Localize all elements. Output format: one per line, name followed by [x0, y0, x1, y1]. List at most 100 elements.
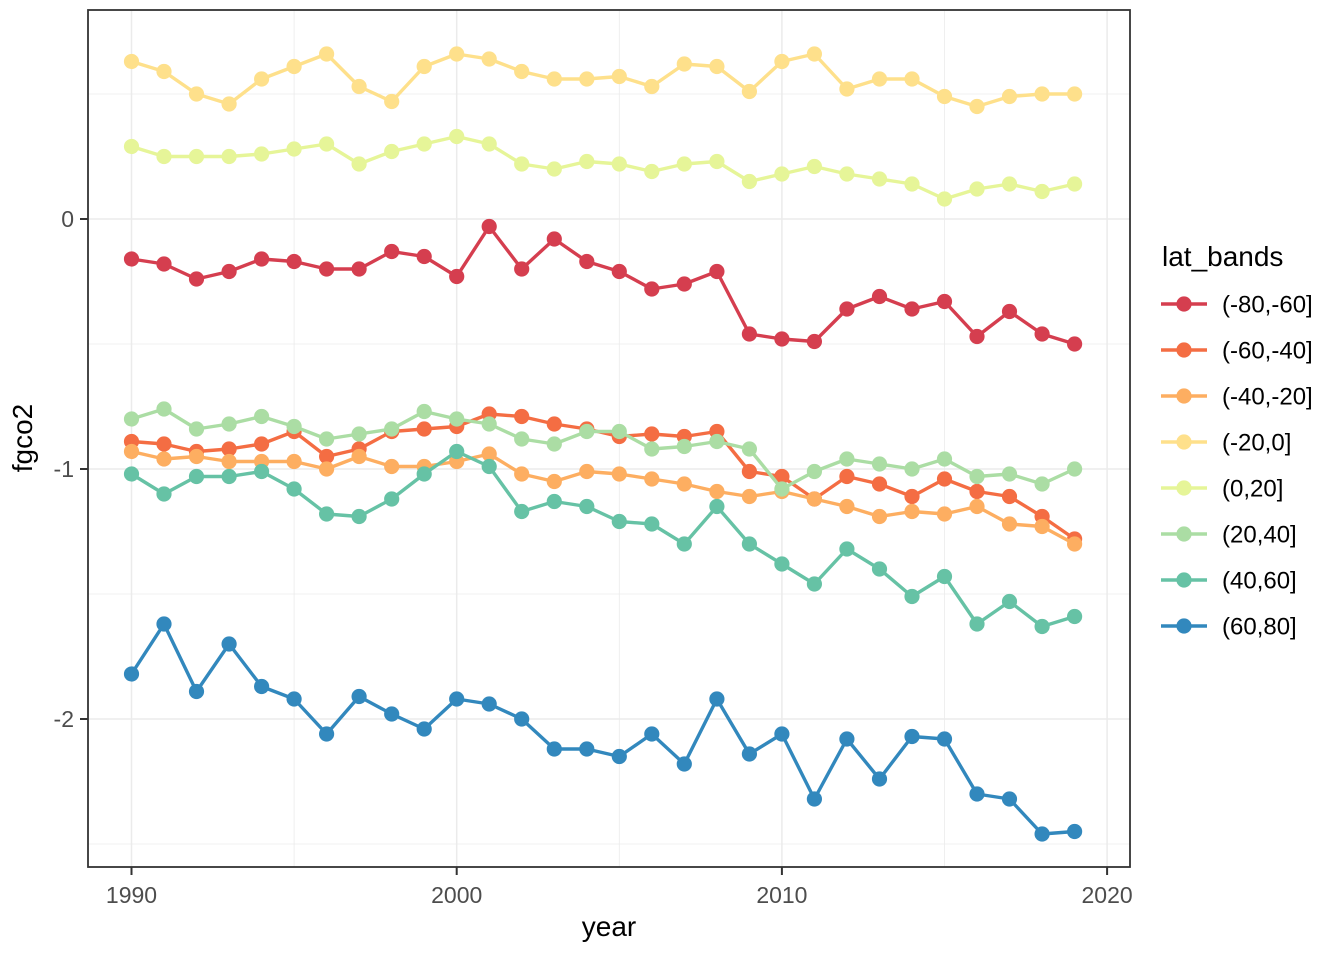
- data-point: [676, 438, 692, 455]
- data-point: [871, 456, 888, 472]
- data-point: [774, 166, 790, 182]
- data-point: [904, 503, 920, 520]
- data-point: [546, 473, 562, 490]
- data-point: [1001, 303, 1018, 320]
- data-point: [546, 71, 562, 87]
- data-point: [123, 251, 140, 267]
- legend-item-label: (-80,-60]: [1222, 292, 1313, 319]
- data-point: [416, 248, 432, 265]
- data-point: [611, 466, 627, 482]
- legend-item-label: (20,40]: [1222, 522, 1297, 549]
- data-point: [286, 481, 302, 497]
- data-point: [741, 536, 758, 552]
- data-point: [1034, 618, 1050, 635]
- legend: lat_bands (-80,-60] (-60,-40] (-40,-20] (-2…: [1161, 241, 1313, 641]
- minor-gridlines: [88, 10, 1130, 867]
- y-tick-label: 0: [61, 206, 74, 232]
- data-point: [319, 506, 335, 522]
- series-group: [123, 46, 1083, 842]
- data-point: [416, 466, 432, 482]
- legend-item-label: (-20,0]: [1222, 430, 1291, 457]
- data-point: [741, 746, 758, 762]
- legend-item: (-80,-60]: [1161, 292, 1313, 319]
- data-point: [188, 683, 205, 700]
- data-point: [871, 561, 888, 577]
- data-point: [384, 421, 400, 437]
- data-point: [611, 263, 627, 280]
- data-point: [709, 263, 725, 280]
- data-point: [1067, 86, 1083, 102]
- legend-item: (60,80]: [1161, 614, 1297, 641]
- data-point: [188, 421, 205, 437]
- data-point: [676, 536, 692, 552]
- data-point: [676, 156, 692, 172]
- data-point: [221, 148, 237, 165]
- data-point: [806, 333, 823, 350]
- data-point: [188, 271, 205, 287]
- axis-ticks: [80, 218, 1109, 875]
- legend-key-point: [1176, 618, 1192, 634]
- legend-item: (0,20]: [1161, 476, 1283, 503]
- data-point: [709, 691, 725, 707]
- legend-key-point: [1176, 526, 1192, 542]
- data-point: [514, 156, 530, 172]
- data-point: [1034, 86, 1050, 102]
- data-point: [188, 86, 205, 102]
- data-point: [481, 446, 497, 462]
- data-point: [676, 476, 692, 492]
- data-point: [286, 141, 302, 157]
- data-point: [1067, 176, 1083, 192]
- y-tick-label: -2: [54, 706, 74, 732]
- data-point: [546, 231, 562, 247]
- x-tick-label: 1990: [106, 882, 157, 908]
- data-point: [611, 513, 627, 530]
- data-point: [806, 46, 823, 62]
- data-point: [1001, 593, 1018, 610]
- data-point: [1034, 326, 1050, 342]
- data-point: [774, 726, 790, 742]
- data-point: [384, 143, 400, 160]
- data-point: [904, 588, 920, 605]
- data-point: [904, 71, 920, 87]
- data-point: [806, 491, 823, 507]
- x-tick-label: 2010: [756, 882, 807, 908]
- x-tick-label: 2020: [1082, 882, 1133, 908]
- data-point: [123, 53, 140, 70]
- legend-item-label: (-40,-20]: [1222, 384, 1313, 411]
- data-point: [1001, 88, 1018, 105]
- data-point: [644, 441, 660, 457]
- series-(40,60]: [123, 443, 1083, 635]
- data-point: [871, 508, 888, 525]
- data-point: [644, 726, 660, 742]
- legend-item: (20,40]: [1161, 522, 1297, 549]
- data-point: [1067, 336, 1083, 352]
- data-point: [806, 158, 823, 175]
- data-point: [416, 721, 432, 737]
- data-point: [936, 568, 953, 585]
- data-point: [188, 468, 205, 485]
- data-point: [709, 58, 725, 75]
- data-point: [741, 83, 758, 100]
- data-point: [741, 326, 758, 342]
- data-point: [546, 416, 562, 432]
- data-point: [514, 711, 530, 727]
- data-point: [871, 171, 888, 187]
- data-point: [254, 436, 270, 452]
- data-point: [676, 56, 692, 72]
- data-point: [969, 98, 985, 115]
- data-point: [1034, 183, 1050, 200]
- data-point: [936, 471, 953, 487]
- data-point: [351, 78, 367, 95]
- panel-border: [87, 9, 1131, 868]
- data-point: [1034, 518, 1050, 535]
- data-point: [351, 156, 367, 172]
- data-point: [384, 458, 400, 475]
- data-point: [806, 576, 823, 592]
- data-point: [871, 771, 888, 787]
- data-point: [741, 488, 758, 505]
- data-point: [676, 276, 692, 292]
- data-point: [546, 741, 562, 757]
- data-point: [123, 443, 140, 460]
- data-point: [969, 181, 985, 197]
